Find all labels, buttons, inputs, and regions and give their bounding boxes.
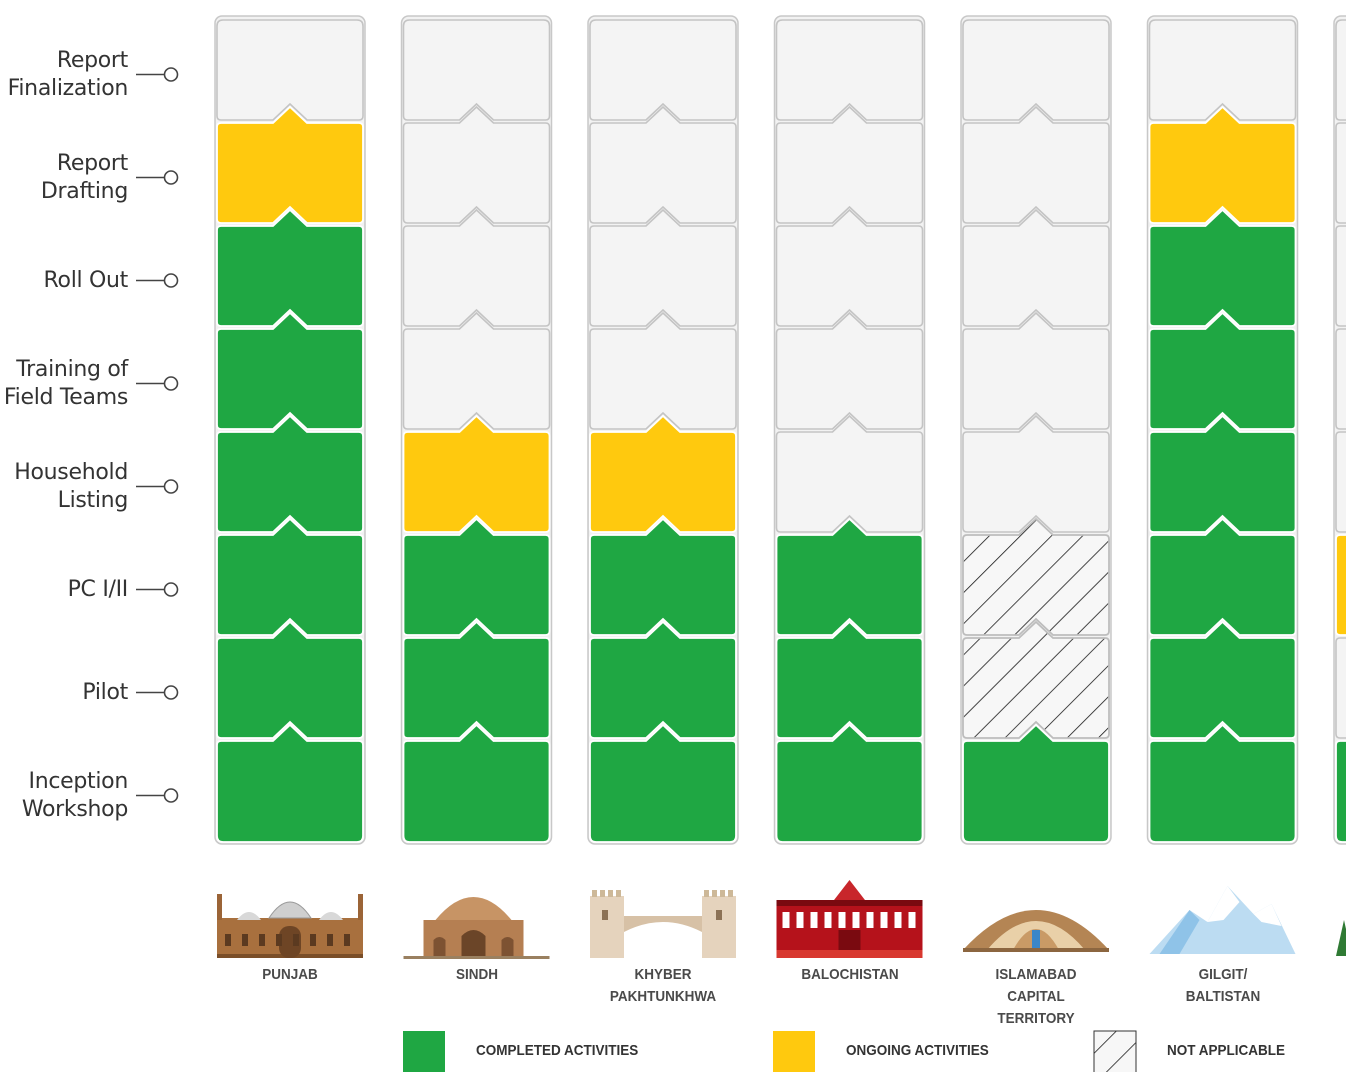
cell-islamabad-capital-territory-report-drafting <box>962 105 1110 224</box>
column-gilgit-baltistan <box>1146 15 1299 845</box>
cell-khyber-pakhtunkhwa-pc-i-ii <box>589 517 737 636</box>
cell-balochistan-pc-i-ii <box>775 517 924 636</box>
mountain-icon <box>1149 886 1296 954</box>
cell-islamabad-capital-territory-roll-out <box>962 208 1110 327</box>
legend-label-not-applicable: NOT APPLICABLE <box>1167 1042 1286 1059</box>
cell-region-7-household-listing <box>1335 431 1346 533</box>
stage-marker-dot <box>163 67 179 82</box>
cell-sindh-household-listing <box>402 414 551 533</box>
region-label-islamabad-capital-territory: ISLAMABAD CAPITAL TERRITORY <box>995 966 1077 1027</box>
stage-label-household-listing: Household Listing <box>14 459 128 513</box>
stage-marker-dot <box>163 479 179 494</box>
cell-khyber-pakhtunkhwa-report-drafting <box>589 105 737 224</box>
cell-balochistan-roll-out <box>775 208 924 327</box>
tree-icon <box>1336 920 1346 956</box>
cell-gilgit-baltistan-report-finalization <box>1148 19 1297 121</box>
stage-label-pilot: Pilot <box>82 679 128 705</box>
cell-gilgit-baltistan-pc-i-ii <box>1148 517 1297 636</box>
stage-marker-dot <box>163 170 179 185</box>
cell-khyber-pakhtunkhwa-report-finalization <box>589 19 737 121</box>
stage-marker-dot <box>163 376 179 391</box>
cell-gilgit-baltistan-pilot <box>1148 620 1297 739</box>
cell-balochistan-inception-workshop <box>775 723 924 843</box>
legend-label-ongoing: ONGOING ACTIVITIES <box>846 1042 989 1059</box>
cell-khyber-pakhtunkhwa-inception-workshop <box>589 723 737 843</box>
column-islamabad-capital-territory <box>960 15 1112 845</box>
cell-balochistan-report-finalization <box>775 19 924 121</box>
region-label-khyber-pakhtunkhwa: KHYBER PAKHTUNKHWA <box>609 966 717 1005</box>
cell-gilgit-baltistan-training-of-field-teams <box>1148 311 1297 430</box>
stage-label-roll-out: Roll Out <box>43 267 129 293</box>
cell-islamabad-capital-territory-pilot <box>962 620 1110 739</box>
stage-label-report-drafting: Report Drafting <box>40 150 128 204</box>
region-label-punjab: PUNJAB <box>262 966 318 983</box>
cell-gilgit-baltistan-roll-out <box>1148 208 1297 327</box>
cell-sindh-inception-workshop <box>402 723 551 843</box>
cell-khyber-pakhtunkhwa-training-of-field-teams <box>589 311 737 430</box>
cell-punjab-household-listing <box>216 414 364 533</box>
column-balochistan <box>773 15 926 845</box>
cell-sindh-report-finalization <box>402 19 551 121</box>
cell-sindh-roll-out <box>402 208 551 327</box>
cell-gilgit-baltistan-report-drafting <box>1148 105 1297 224</box>
mausoleum-icon <box>403 897 550 959</box>
mosque-icon <box>217 894 363 958</box>
cell-region-7-pilot <box>1335 637 1346 739</box>
cell-punjab-report-finalization <box>216 19 364 121</box>
cell-khyber-pakhtunkhwa-household-listing <box>589 414 737 533</box>
cell-balochistan-household-listing <box>775 414 924 533</box>
column-sindh <box>400 15 553 845</box>
stage-label-pc-i-ii: PC I/II <box>67 576 129 602</box>
cell-punjab-report-drafting <box>216 105 364 224</box>
cell-sindh-training-of-field-teams <box>402 311 551 430</box>
legend-swatch-completed <box>403 1031 445 1072</box>
column-punjab <box>214 15 366 845</box>
cell-islamabad-capital-territory-report-finalization <box>962 19 1110 121</box>
cell-punjab-pc-i-ii <box>216 517 364 636</box>
region-label-gilgit-baltistan: GILGIT/ BALTISTAN <box>1185 966 1260 1005</box>
cell-punjab-roll-out <box>216 208 364 327</box>
cell-sindh-pilot <box>402 620 551 739</box>
cell-balochistan-report-drafting <box>775 105 924 224</box>
legend-swatch-not-applicable <box>1093 1030 1137 1072</box>
region-label-balochistan: BALOCHISTAN <box>800 966 899 983</box>
legend-label-completed: COMPLETED ACTIVITIES <box>476 1042 639 1059</box>
stage-label-report-finalization: Report Finalization <box>7 47 129 101</box>
cell-islamabad-capital-territory-inception-workshop <box>962 723 1110 843</box>
cell-punjab-inception-workshop <box>216 723 364 843</box>
cell-gilgit-baltistan-inception-workshop <box>1148 723 1297 843</box>
stage-marker-dot <box>163 685 179 700</box>
khyber-gate-icon <box>590 890 736 958</box>
cell-balochistan-training-of-field-teams <box>775 311 924 430</box>
cell-islamabad-capital-territory-training-of-field-teams <box>962 311 1110 430</box>
cell-islamabad-capital-territory-pc-i-ii <box>962 517 1110 636</box>
cell-region-7-pc-i-ii <box>1335 534 1346 636</box>
cell-region-7-roll-out <box>1335 225 1346 327</box>
cell-islamabad-capital-territory-household-listing <box>962 414 1110 533</box>
stage-marker-dot <box>163 788 179 803</box>
cell-region-7-report-drafting <box>1335 122 1346 224</box>
monument-icon <box>963 910 1109 952</box>
cell-khyber-pakhtunkhwa-roll-out <box>589 208 737 327</box>
legend-swatch-ongoing <box>773 1031 815 1072</box>
cell-punjab-pilot <box>216 620 364 739</box>
cell-region-7-inception-workshop <box>1335 740 1346 843</box>
cell-gilgit-baltistan-household-listing <box>1148 414 1297 533</box>
stage-label-training-of-field-teams: Training of Field Teams <box>3 356 128 410</box>
column-khyber-pakhtunkhwa <box>587 15 739 845</box>
stage-marker-dot <box>163 582 179 597</box>
cell-balochistan-pilot <box>775 620 924 739</box>
cell-region-7-training-of-field-teams <box>1335 328 1346 430</box>
cell-sindh-report-drafting <box>402 105 551 224</box>
column-region-7 <box>1333 15 1346 845</box>
cell-region-7-report-finalization <box>1335 19 1346 121</box>
cell-khyber-pakhtunkhwa-pilot <box>589 620 737 739</box>
cell-sindh-pc-i-ii <box>402 517 551 636</box>
heritage-building-icon <box>776 880 923 958</box>
stage-marker-dot <box>163 273 179 288</box>
stage-label-inception-workshop: Inception Workshop <box>21 768 128 822</box>
cell-punjab-training-of-field-teams <box>216 311 364 430</box>
region-label-sindh: SINDH <box>455 966 498 983</box>
